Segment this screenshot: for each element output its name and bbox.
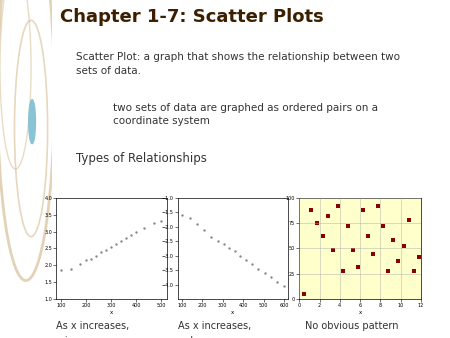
Point [88,256,95,261]
Point [273,279,280,285]
X-axis label: x: x [358,310,362,315]
Point [58,268,65,273]
Text: Types of Relationships: Types of Relationships [76,152,207,165]
Point [133,229,140,234]
Point [103,247,110,253]
Point [405,217,412,223]
Text: y increases: y increases [56,336,112,338]
Point [194,221,201,226]
X-axis label: x: x [110,310,113,315]
Point [231,249,239,254]
Point [355,264,362,269]
Point [301,291,308,297]
Point [395,258,402,263]
Text: Scatter Plot: a graph that shows the relationship between two
sets of data.: Scatter Plot: a graph that shows the rel… [76,52,400,76]
Circle shape [29,100,36,144]
Point [415,254,423,259]
Point [76,261,84,266]
Point [98,250,105,255]
Text: two sets of data are graphed as ordered pairs on a
coordinate system: two sets of data are graphed as ordered … [113,103,378,126]
Point [118,238,125,244]
Point [113,242,120,247]
Point [349,248,356,253]
Point [267,275,274,280]
Point [214,239,221,244]
Point [280,283,288,289]
X-axis label: x: x [231,310,234,315]
Point [369,251,377,256]
Point [236,253,243,258]
Point [178,212,185,218]
Point [208,234,215,240]
Text: No obvious pattern: No obvious pattern [306,321,399,331]
Point [123,235,130,240]
Text: As x increases,: As x increases, [178,321,251,331]
Point [220,241,227,247]
Text: As x increases,: As x increases, [56,321,130,331]
Point [158,219,165,224]
Text: Chapter 1-7: Scatter Plots: Chapter 1-7: Scatter Plots [60,8,324,26]
Point [390,238,397,243]
Point [385,268,392,273]
Point [334,203,342,209]
Point [255,266,262,271]
Point [261,270,268,276]
Text: y decreases: y decreases [178,336,236,338]
Point [329,248,336,253]
Point [380,223,387,229]
Point [201,227,208,232]
Point [108,244,115,249]
Point [319,234,326,239]
Point [364,234,372,239]
Point [374,203,382,209]
Point [140,225,148,231]
Point [410,268,417,273]
Point [400,244,407,249]
Point [68,266,75,271]
Point [150,220,158,226]
Point [93,253,100,259]
Point [186,215,194,221]
Point [339,268,346,273]
Point [324,213,331,219]
Point [83,258,90,263]
Point [249,262,256,267]
Point [128,232,135,238]
Point [225,246,232,251]
Point [243,257,250,263]
Point [360,207,367,213]
Point [308,207,315,213]
Point [344,223,351,229]
Point [314,220,321,226]
